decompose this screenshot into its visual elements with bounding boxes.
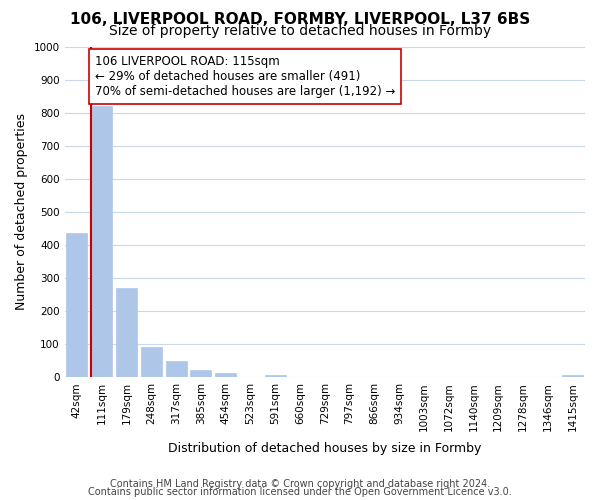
Text: Contains public sector information licensed under the Open Government Licence v3: Contains public sector information licen… bbox=[88, 487, 512, 497]
Bar bbox=[215, 373, 236, 378]
Bar bbox=[91, 106, 112, 378]
Bar bbox=[265, 374, 286, 378]
Bar bbox=[166, 362, 187, 378]
Y-axis label: Number of detached properties: Number of detached properties bbox=[15, 114, 28, 310]
Text: 106, LIVERPOOL ROAD, FORMBY, LIVERPOOL, L37 6BS: 106, LIVERPOOL ROAD, FORMBY, LIVERPOOL, … bbox=[70, 12, 530, 28]
Bar bbox=[562, 375, 583, 378]
Bar bbox=[67, 234, 88, 378]
Text: 106 LIVERPOOL ROAD: 115sqm
← 29% of detached houses are smaller (491)
70% of sem: 106 LIVERPOOL ROAD: 115sqm ← 29% of deta… bbox=[95, 55, 395, 98]
Bar bbox=[141, 346, 162, 378]
Bar bbox=[190, 370, 211, 378]
X-axis label: Distribution of detached houses by size in Formby: Distribution of detached houses by size … bbox=[168, 442, 481, 455]
Bar bbox=[116, 288, 137, 378]
Text: Contains HM Land Registry data © Crown copyright and database right 2024.: Contains HM Land Registry data © Crown c… bbox=[110, 479, 490, 489]
Text: Size of property relative to detached houses in Formby: Size of property relative to detached ho… bbox=[109, 24, 491, 38]
